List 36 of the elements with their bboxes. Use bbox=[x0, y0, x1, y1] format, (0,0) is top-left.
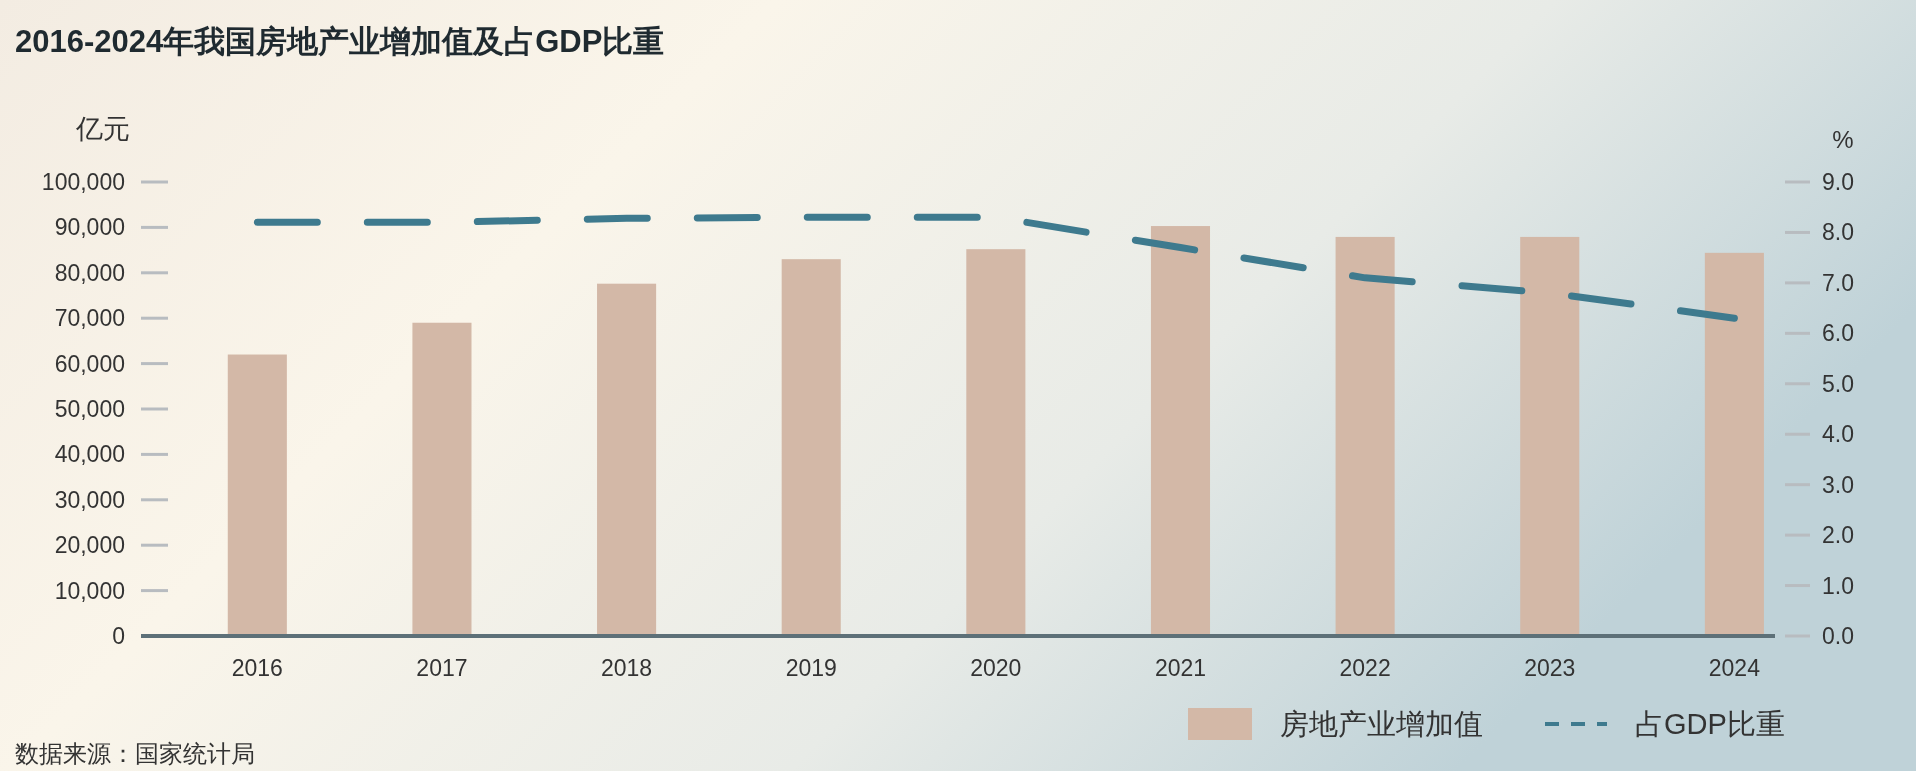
y-axis-title: 亿元 bbox=[75, 114, 130, 144]
y-tick-label: 60,000 bbox=[54, 350, 125, 377]
legend-label: 房地产业增加值 bbox=[1280, 708, 1483, 740]
x-tick-label: 2023 bbox=[1524, 655, 1576, 681]
y2-tick-label: 3.0 bbox=[1822, 471, 1854, 498]
y-tick-label: 50,000 bbox=[54, 396, 125, 422]
y-tick-label: 40,000 bbox=[54, 441, 125, 468]
y2-tick-label: 5.0 bbox=[1822, 370, 1854, 397]
x-tick-label: 2018 bbox=[601, 655, 653, 681]
chart-title: 2016-2024年我国房地产业增加值及占GDP比重 bbox=[15, 24, 665, 59]
y-tick-label: 80,000 bbox=[54, 259, 125, 286]
y-tick-label: 0 bbox=[112, 623, 125, 649]
x-tick-label: 2020 bbox=[970, 655, 1022, 681]
y2-axis-title: % bbox=[1832, 126, 1854, 153]
legend-label: 占GDP比重 bbox=[1635, 708, 1785, 740]
y-tick-label: 30,000 bbox=[54, 486, 125, 513]
y2-tick-label: 2.0 bbox=[1822, 522, 1854, 549]
y-tick-label: 10,000 bbox=[54, 577, 125, 604]
y2-tick-label: 9.0 bbox=[1822, 169, 1854, 195]
x-tick-label: 2022 bbox=[1339, 655, 1391, 681]
x-tick-label: 2017 bbox=[416, 655, 468, 681]
y2-tick-label: 7.0 bbox=[1822, 269, 1854, 296]
x-tick-label: 2016 bbox=[231, 655, 283, 681]
source-note: 数据来源：国家统计局 bbox=[15, 740, 255, 767]
y-tick-label: 90,000 bbox=[54, 214, 125, 241]
y-tick-label: 20,000 bbox=[54, 532, 125, 559]
y2-tick-label: 0.0 bbox=[1822, 623, 1854, 649]
y2-tick-label: 6.0 bbox=[1822, 320, 1854, 347]
y-tick-label: 70,000 bbox=[54, 305, 125, 332]
y-tick-label: 100,000 bbox=[41, 169, 125, 195]
y2-tick-label: 4.0 bbox=[1822, 421, 1854, 448]
y2-tick-label: 1.0 bbox=[1822, 572, 1854, 599]
x-tick-label: 2024 bbox=[1708, 655, 1761, 681]
x-tick-label: 2019 bbox=[785, 655, 837, 681]
x-tick-label: 2021 bbox=[1154, 655, 1207, 681]
y2-tick-label: 8.0 bbox=[1822, 219, 1854, 246]
